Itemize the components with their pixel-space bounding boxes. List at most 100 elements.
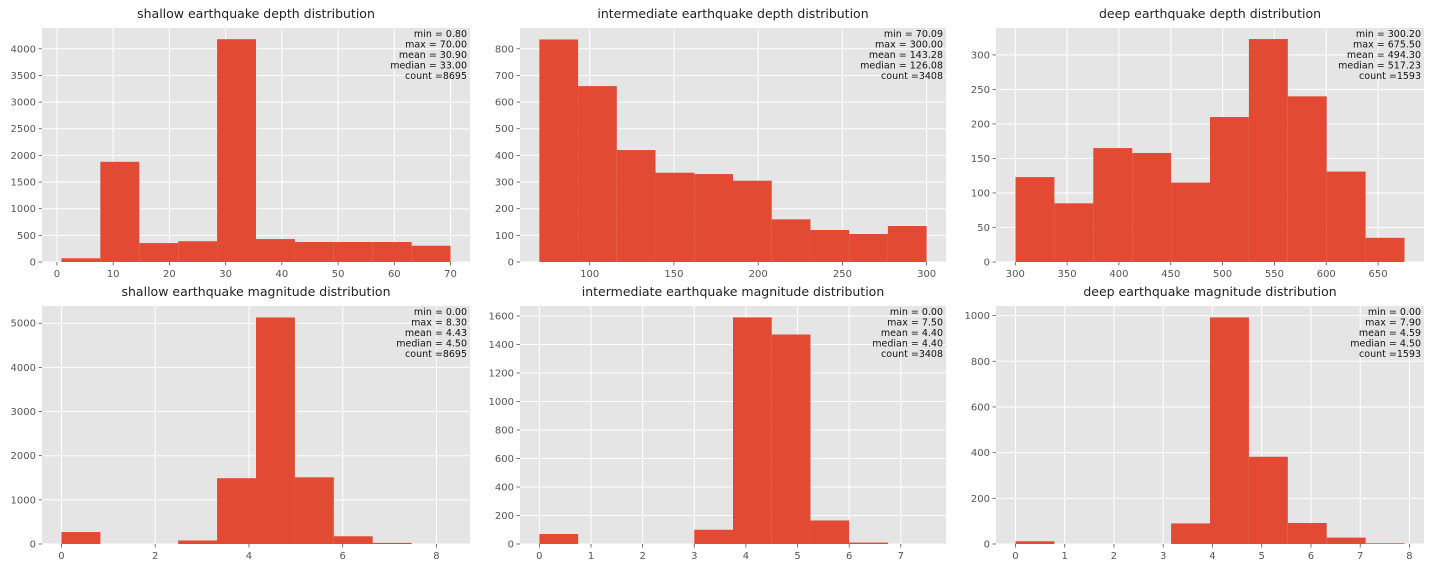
stats-annotation-line: median = 4.50 <box>396 339 467 350</box>
histogram-bar <box>217 478 256 544</box>
y-tick-label: 4000 <box>11 363 36 374</box>
chart-panel: 0 2 4 6 8 0 1000 2000 3000 4000 5000 shallow earthq… <box>11 284 470 562</box>
chart-title: deep earthquake magnitude distribution <box>1083 284 1336 299</box>
y-tick-label: 200 <box>971 119 990 130</box>
x-tick-label: 500 <box>1213 269 1232 280</box>
y-tick-label: 800 <box>495 44 514 55</box>
x-tick-label: 5 <box>1259 551 1265 562</box>
chart-title: shallow earthquake depth distribution <box>137 6 375 21</box>
x-tick-label: 20 <box>163 269 176 280</box>
y-tick-label: 500 <box>17 231 36 242</box>
stats-annotation-line: mean = 30.90 <box>399 50 467 61</box>
y-tick-label: 1000 <box>965 311 990 322</box>
x-tick-label: 10 <box>107 269 120 280</box>
x-tick-label: 4 <box>743 551 749 562</box>
histogram-bar <box>1210 317 1249 544</box>
y-tick-label: 300 <box>971 50 990 61</box>
x-tick-label: 6 <box>1308 551 1314 562</box>
histogram-bar <box>1015 541 1055 544</box>
x-tick-label: 0 <box>1012 551 1018 562</box>
histogram-bar <box>1365 543 1405 544</box>
stats-annotation-line: median = 4.40 <box>872 339 943 350</box>
x-tick-label: 2 <box>639 551 645 562</box>
histogram-bar <box>694 529 733 544</box>
histogram-bar <box>411 245 451 262</box>
histogram-bar <box>539 39 579 262</box>
y-tick-label: 3500 <box>11 71 36 82</box>
y-tick-label: 600 <box>971 402 990 413</box>
stats-annotation-line: mean = 4.43 <box>405 328 467 339</box>
chart-title: intermediate earthquake depth distributi… <box>597 6 868 21</box>
histogram-bar <box>1210 117 1249 262</box>
y-tick-label: 200 <box>495 204 514 215</box>
x-tick-label: 100 <box>580 269 599 280</box>
chart-panel: 0 1 2 3 4 5 6 7 0 200 400 600 800 1000 1200 1400 1600 int… <box>489 284 946 562</box>
x-tick-label: 50 <box>332 269 345 280</box>
chart-panel: 0 10 20 30 40 50 60 70 0 500 1000 1500 2000 2500 3000 3… <box>11 6 470 280</box>
chart-panel: 100 150 200 250 300 0 100 200 300 400 500 600 700 800… <box>495 6 946 280</box>
y-tick-label: 200 <box>971 494 990 505</box>
stats-annotation-line: mean = 4.40 <box>881 328 943 339</box>
stats-annotation-line: mean = 4.59 <box>1359 328 1421 339</box>
y-tick-label: 1000 <box>11 495 36 506</box>
histogram-bar <box>1326 537 1366 544</box>
y-tick-label: 4000 <box>11 44 36 55</box>
stats-annotation-line: min = 300.20 <box>1356 29 1421 40</box>
x-tick-label: 70 <box>444 269 457 280</box>
y-tick-label: 0 <box>984 540 990 551</box>
x-tick-label: 3 <box>1160 551 1166 562</box>
x-tick-label: 5 <box>794 551 800 562</box>
y-tick-label: 300 <box>495 178 514 189</box>
histogram-bar <box>810 230 850 262</box>
y-tick-label: 0 <box>508 540 514 551</box>
histogram-bar <box>1287 522 1327 544</box>
x-tick-label: 1 <box>1062 551 1068 562</box>
histogram-bar <box>1365 237 1405 262</box>
stats-annotation-line: count =3408 <box>881 71 943 82</box>
chart-title: intermediate earthquake magnitude distri… <box>582 284 885 299</box>
x-tick-label: 150 <box>664 269 683 280</box>
histogram-bar <box>1054 203 1094 262</box>
x-tick-label: 30 <box>219 269 232 280</box>
stats-annotation-line: count =1593 <box>1359 71 1421 82</box>
stats-annotation-line: count =8695 <box>405 349 467 360</box>
stats-annotation-line: median = 517.23 <box>1338 61 1421 72</box>
y-tick-label: 600 <box>495 454 514 465</box>
x-tick-label: 300 <box>917 269 936 280</box>
y-tick-label: 1000 <box>489 397 514 408</box>
x-tick-label: 600 <box>1317 269 1336 280</box>
x-tick-label: 300 <box>1006 269 1025 280</box>
x-tick-label: 250 <box>833 269 852 280</box>
y-tick-label: 3000 <box>11 407 36 418</box>
histogram-bar <box>100 161 140 262</box>
y-tick-label: 2500 <box>11 124 36 135</box>
chart-panel: 300 350 400 450 500 550 600 650 0 50 100 150 200 250 3… <box>971 6 1424 280</box>
x-tick-label: 4 <box>1209 551 1215 562</box>
histogram-bar <box>333 242 373 262</box>
stats-annotation-line: median = 4.50 <box>1350 339 1421 350</box>
histogram-bar <box>1287 96 1327 263</box>
x-tick-label: 8 <box>433 551 439 562</box>
y-tick-label: 0 <box>508 258 514 269</box>
y-tick-label: 1200 <box>489 368 514 379</box>
chart-panel: 0 1 2 3 4 5 6 7 8 0 200 400 600 800 1000 deep earthquak… <box>965 284 1424 562</box>
histogram-bar <box>1093 148 1133 262</box>
stats-annotation-line: median = 33.00 <box>390 61 467 72</box>
stats-annotation-line: max = 8.30 <box>411 318 467 329</box>
histogram-bar <box>539 534 579 544</box>
chart-title: deep earthquake depth distribution <box>1099 6 1321 21</box>
stats-annotation-line: max = 7.50 <box>887 318 943 329</box>
stats-annotation-line: max = 300.00 <box>875 40 943 51</box>
y-tick-label: 2000 <box>11 451 36 462</box>
stats-annotation-line: count =1593 <box>1359 349 1421 360</box>
histogram-bar <box>1132 152 1172 262</box>
stats-annotation-line: min = 0.00 <box>1368 307 1421 318</box>
histogram-bar <box>733 317 772 544</box>
histogram-bar <box>178 540 218 544</box>
histogram-bar <box>733 180 772 262</box>
y-tick-label: 500 <box>495 124 514 135</box>
y-tick-label: 200 <box>495 511 514 522</box>
x-tick-label: 400 <box>1109 269 1128 280</box>
x-tick-label: 40 <box>275 269 288 280</box>
y-tick-label: 5000 <box>11 319 36 330</box>
